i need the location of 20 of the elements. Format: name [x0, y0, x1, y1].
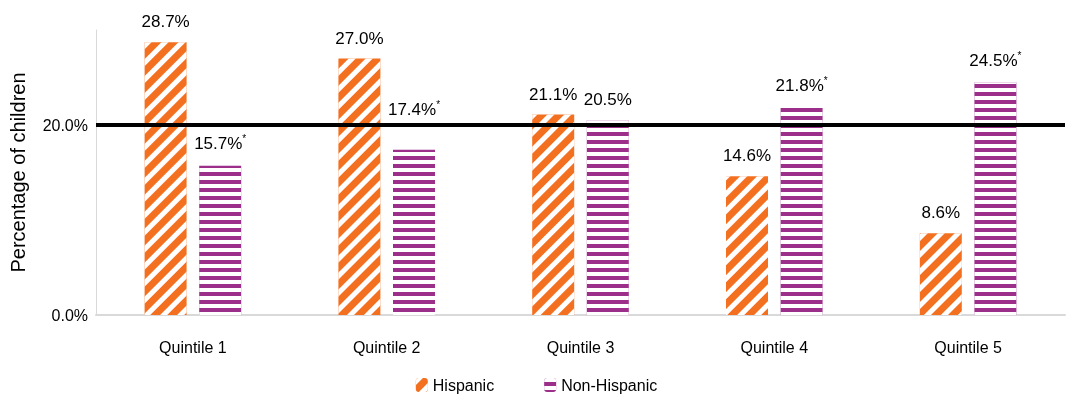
- data-label: 21.8%*: [775, 75, 828, 96]
- x-tick-label: Quintile 5: [934, 338, 1002, 356]
- y-tick-label: 20.0%: [42, 116, 88, 134]
- legend-label: Hispanic: [432, 376, 495, 394]
- data-label: 15.7%*: [194, 133, 247, 154]
- data-label: 24.5%*: [969, 49, 1022, 70]
- data-label: 14.6%: [722, 146, 772, 166]
- y-tick-label: 0.0%: [51, 306, 88, 324]
- data-label: 21.1%: [529, 84, 578, 104]
- x-tick-label: Quintile 1: [159, 338, 227, 356]
- data-label: 27.0%: [335, 28, 384, 48]
- x-tick-label: Quintile 3: [546, 338, 615, 356]
- x-tick-label: Quintile 2: [352, 338, 421, 356]
- x-tick-label: Quintile 4: [740, 338, 809, 356]
- data-label: 8.6%: [921, 203, 961, 223]
- y-axis-title: Percentage of children: [7, 72, 29, 273]
- data-label: 28.7%: [141, 12, 190, 32]
- legend-label: Non-Hispanic: [561, 376, 658, 394]
- data-label: 20.5%: [583, 90, 632, 110]
- data-label: 17.4%*: [387, 98, 441, 119]
